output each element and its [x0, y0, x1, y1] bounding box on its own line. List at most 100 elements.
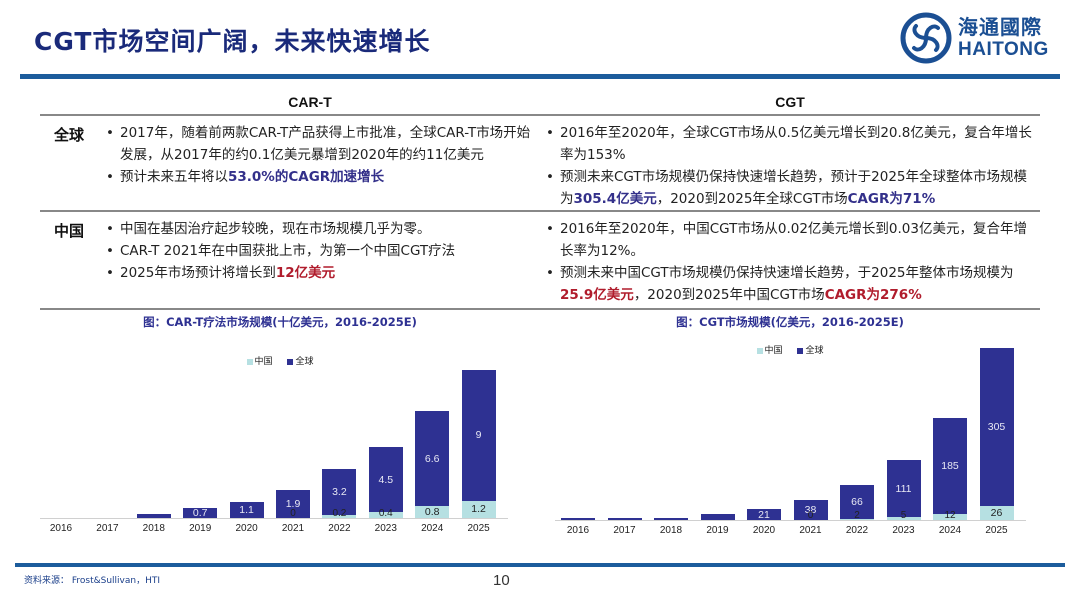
bullet-item: • 预测未来CGT市场规模仍保持快速增长趋势，预计于2025年全球整体市场规模为3…	[546, 169, 1028, 207]
bar-2018	[654, 518, 688, 520]
bar-segment-china: 0.8	[415, 506, 450, 518]
x-tick-label: 2016	[49, 523, 73, 534]
bar-segment-china	[886, 517, 921, 520]
bar-2024: 6.6 0.8	[415, 410, 450, 518]
bar-segment-china	[322, 515, 357, 518]
table-row-global: 全球 • 2017年，随着前两款CAR-T产品获得上市批准，全球CAR-T市场开始…	[40, 116, 1040, 212]
cart-market-chart: 图：CAR-T疗法市场规模(十亿美元，2016-2025E) 中国 全球 201…	[40, 314, 520, 544]
plot-area: 2016 2017 2018 0.7 2019 1.1 2020 1.9 0 2021 3.2 0.2…	[40, 364, 520, 544]
bullet-item: • 2017年，随着前两款CAR-T产品获得上市批准，全球CAR-T市场开始发展，…	[106, 125, 531, 163]
haitong-swirl-icon	[900, 12, 952, 64]
china-value-label: 12	[944, 510, 956, 521]
row-label-china: 中国	[54, 222, 85, 240]
bar-2021: 1.9	[276, 490, 310, 518]
x-tick-label: 2023	[374, 523, 397, 534]
bar-2016	[561, 518, 595, 520]
china-value-label: 2	[854, 510, 860, 521]
bullet-item: • 中国在基因治疗起步较晚，现在市场规模几乎为零。	[106, 221, 431, 237]
bar-2019: 0.7	[183, 507, 218, 519]
x-tick-label: 2022	[845, 525, 869, 536]
table-row-china: 中国 • 中国在基因治疗起步较晚，现在市场规模几乎为零。 • CAR-T 2021年…	[40, 212, 1040, 310]
chart-title: 图：CAR-T疗法市场规模(十亿美元，2016-2025E)	[143, 315, 417, 329]
comparison-table: CAR-T CGT 全球 • 2017年，随着前两款CAR-T产品获得上市批准，全…	[40, 88, 1040, 310]
bar-2024: 185	[933, 417, 967, 520]
bar-segment-global	[700, 513, 735, 520]
bar-segment-global: 9	[461, 370, 496, 501]
bar-segment-china	[840, 518, 874, 520]
x-tick-label: 2025	[985, 525, 1008, 536]
bar-2022: 66	[840, 484, 874, 520]
bar-segment-global: 111	[886, 459, 921, 518]
plot-area: 2016 2017 2018 2019 21 2020 38 0 2021 66 2 2022 111 5…	[555, 344, 1026, 544]
cell-global-cgt: • 2016年至2020年，全球CGT市场从0.5亿美元增长到20.8亿美元，复合…	[540, 116, 1040, 210]
legend-item-china: 中国	[246, 357, 273, 367]
x-tick-label: 2017	[613, 525, 636, 536]
bar-segment-china: 1.2	[461, 500, 496, 518]
bar-2017	[607, 518, 642, 520]
x-tick-label: 2019	[189, 523, 212, 534]
bar-2019	[700, 513, 735, 520]
x-tick-label: 2017	[96, 523, 119, 534]
x-tick-label: 2022	[328, 523, 351, 534]
column-header-cgt: CGT	[775, 94, 805, 110]
x-tick-label: 2016	[566, 525, 590, 536]
bar-segment-global: 1.1	[229, 502, 264, 518]
legend-item-china: 中国	[756, 346, 783, 356]
chart-legend: 中国 全球	[555, 343, 1025, 356]
page-number: 10	[493, 572, 510, 589]
bar-2022: 3.2	[322, 468, 357, 518]
bar-2020: 21	[747, 509, 781, 521]
bar-2025: 9 1.2	[461, 370, 496, 518]
column-header-cart: CAR-T	[288, 94, 332, 110]
cgt-market-chart: 图：CGT市场规模(亿美元，2016-2025E) 中国 全球 2016 2017…	[555, 314, 1026, 544]
bar-2018	[136, 513, 171, 518]
source-note: 资料来源： Frost&Sullivan，HTI	[24, 576, 161, 586]
bar-segment-china	[933, 513, 967, 520]
page-title: CGT市场空间广阔，未来快速增长	[34, 27, 431, 56]
bullet-item: • 预计未来五年将以53.0%的CAGR加速增长	[106, 169, 385, 185]
x-axis-line	[40, 518, 508, 519]
bar-segment-global: 38	[793, 500, 828, 520]
chart-legend: 中国 全球	[40, 354, 520, 367]
highlight-cagr: CAGR为276%	[824, 287, 922, 303]
bullet-item: • 预测未来中国CGT市场规模仍保持快速增长趋势，于2025年整体市场规模为25.…	[546, 265, 1014, 303]
footer-divider	[15, 563, 1065, 567]
china-value-label: 5	[900, 510, 907, 521]
china-value-label: 0	[807, 510, 814, 521]
bar-segment-global	[561, 518, 595, 520]
bar-segment-global: 0.7	[183, 507, 218, 519]
x-tick-label: 2024	[421, 523, 444, 534]
highlight-market-size: 305.4亿美元	[573, 191, 657, 207]
china-value-label: 0.4	[378, 508, 393, 519]
x-tick-label: 2020	[235, 523, 258, 534]
logo-chinese-text: 海通國際	[958, 15, 1042, 39]
x-tick-label: 2019	[706, 525, 729, 536]
cell-global-cart: • 2017年，随着前两款CAR-T产品获得上市批准，全球CAR-T市场开始发展，…	[100, 116, 540, 210]
bar-segment-china: 26	[979, 506, 1014, 520]
x-tick-label: 2021	[799, 525, 822, 536]
china-value-label: 0.2	[332, 508, 347, 519]
legend-item-global: 全球	[287, 357, 313, 367]
x-tick-label: 2020	[752, 525, 776, 536]
bar-segment-global: 1.9	[276, 490, 310, 518]
logo-english-text: HAITONG	[958, 39, 1049, 60]
legend-item-global: 全球	[797, 346, 823, 356]
bar-2025: 305 26	[979, 348, 1014, 520]
haitong-logo: 海通國際 HAITONG	[900, 10, 1060, 66]
x-tick-label: 2023	[892, 525, 915, 536]
bar-2023: 4.5	[368, 446, 403, 518]
bar-segment-global	[136, 513, 171, 518]
chart-title: 图：CGT市场规模(亿美元，2016-2025E)	[676, 315, 904, 329]
cell-china-cart: • 中国在基因治疗起步较晚，现在市场规模几乎为零。 • CAR-T 2021年在中国…	[100, 212, 540, 308]
bullet-item: • CAR-T 2021年在中国获批上市，为第一个中国CGT疗法	[106, 243, 456, 259]
bar-segment-china	[368, 512, 403, 518]
highlight-market-size: 12亿美元	[275, 265, 336, 281]
bar-segment-global	[654, 518, 688, 520]
bar-segment-global: 6.6	[415, 410, 450, 507]
x-axis-line	[555, 520, 1026, 521]
row-label-global: 全球	[54, 126, 85, 144]
bar-segment-global: 185	[933, 417, 967, 514]
highlight-cagr: CAGR为71%	[847, 191, 936, 207]
bar-segment-global: 3.2	[322, 468, 357, 516]
bar-segment-global	[607, 518, 642, 520]
